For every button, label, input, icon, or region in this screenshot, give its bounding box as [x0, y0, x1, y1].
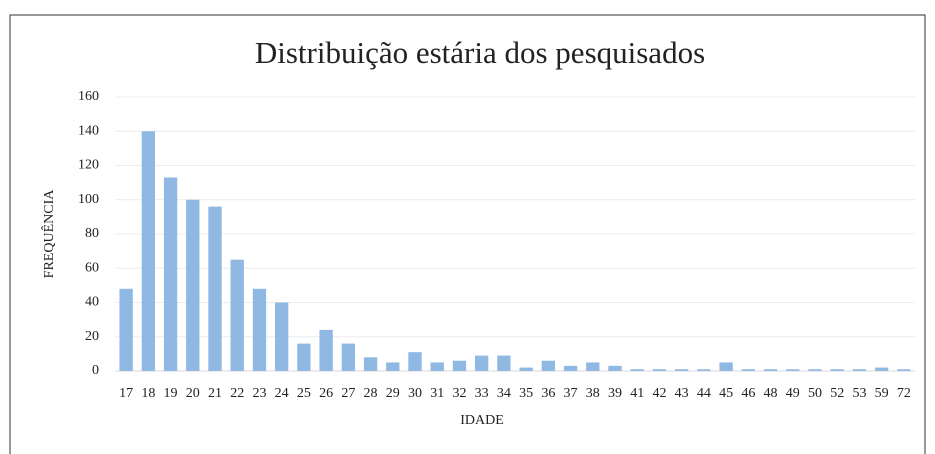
- bar: [741, 369, 755, 371]
- bar: [763, 369, 778, 371]
- x-tick-label: 23: [252, 386, 266, 401]
- x-axis-label: IDADE: [460, 413, 504, 428]
- x-tick-label: 32: [452, 386, 466, 401]
- x-tick-label: 29: [386, 386, 400, 401]
- bar: [875, 367, 889, 371]
- x-tick-label: 52: [830, 386, 844, 401]
- x-tick-label: 31: [430, 386, 444, 401]
- x-tick-label: 19: [164, 386, 178, 401]
- x-tick-label: 25: [297, 386, 311, 401]
- bar: [208, 206, 222, 371]
- x-tick-label: 27: [341, 386, 355, 401]
- bar: [652, 369, 667, 371]
- x-tick-label: 49: [786, 386, 800, 401]
- x-tick-label: 42: [652, 386, 666, 401]
- y-tick-label: 140: [78, 123, 99, 138]
- x-tick-label: 45: [719, 386, 733, 401]
- x-tick-label: 36: [541, 386, 555, 401]
- bar: [408, 352, 422, 371]
- bar: [363, 357, 378, 371]
- x-tick-label: 33: [475, 386, 489, 401]
- bar: [630, 369, 644, 371]
- y-tick-label: 20: [85, 329, 99, 344]
- x-tick-label: 17: [119, 386, 133, 401]
- bar: [319, 329, 333, 371]
- y-tick-label: 80: [85, 226, 99, 241]
- x-tick-label: 21: [208, 386, 222, 401]
- bar: [386, 362, 400, 371]
- x-tick-label: 24: [275, 386, 289, 401]
- bar: [808, 369, 822, 371]
- bar: [786, 369, 800, 371]
- x-tick-label: 59: [875, 386, 889, 401]
- x-tick-label: 39: [608, 386, 622, 401]
- chart-title: Distribuição estária dos pesquisados: [255, 35, 705, 70]
- bar: [275, 302, 289, 371]
- y-tick-label: 160: [78, 89, 99, 104]
- bar: [252, 288, 267, 371]
- y-tick-label: 60: [85, 260, 99, 275]
- x-tick-label: 34: [497, 386, 511, 401]
- bar: [719, 362, 733, 371]
- x-tick-label: 43: [675, 386, 689, 401]
- bar: [697, 369, 711, 371]
- bar: [475, 355, 489, 371]
- x-tick-label: 53: [852, 386, 866, 401]
- bar: [186, 199, 200, 371]
- x-tick-label: 35: [519, 386, 533, 401]
- bar: [119, 288, 133, 371]
- y-tick-label: 40: [85, 295, 99, 310]
- bar: [497, 355, 511, 371]
- y-axis-label: FREQUÊNCIA: [40, 189, 57, 279]
- x-tick-label: 22: [230, 386, 244, 401]
- x-tick-label: 38: [586, 386, 600, 401]
- y-tick-label: 100: [78, 192, 99, 207]
- bar: [141, 131, 155, 371]
- bar: [452, 360, 467, 371]
- bar: [586, 362, 600, 371]
- bar: [430, 362, 444, 371]
- bar: [163, 177, 178, 371]
- x-tick-label: 48: [764, 386, 778, 401]
- bar: [852, 369, 867, 371]
- x-tick-label: 37: [564, 386, 578, 401]
- bar: [519, 367, 533, 371]
- x-tick-label: 28: [364, 386, 378, 401]
- frame: [9, 14, 926, 454]
- bar: [341, 343, 355, 371]
- bar: [675, 369, 689, 371]
- bar: [541, 360, 555, 371]
- x-tick-label: 20: [186, 386, 200, 401]
- x-tick-label: 44: [697, 386, 711, 401]
- bar: [897, 369, 911, 371]
- bar: [230, 259, 244, 371]
- x-tick-label: 30: [408, 386, 422, 401]
- x-tick-label: 72: [897, 386, 911, 401]
- y-tick-label: 0: [92, 363, 99, 378]
- x-tick-label: 50: [808, 386, 822, 401]
- x-tick-label: 46: [741, 386, 755, 401]
- y-tick-label: 120: [78, 158, 99, 173]
- bar: [563, 365, 578, 371]
- bar: [297, 343, 311, 371]
- x-tick-label: 26: [319, 386, 333, 401]
- bar: [608, 365, 622, 371]
- x-tick-label: 41: [630, 386, 644, 401]
- x-tick-label: 18: [141, 386, 155, 401]
- bar: [830, 369, 844, 371]
